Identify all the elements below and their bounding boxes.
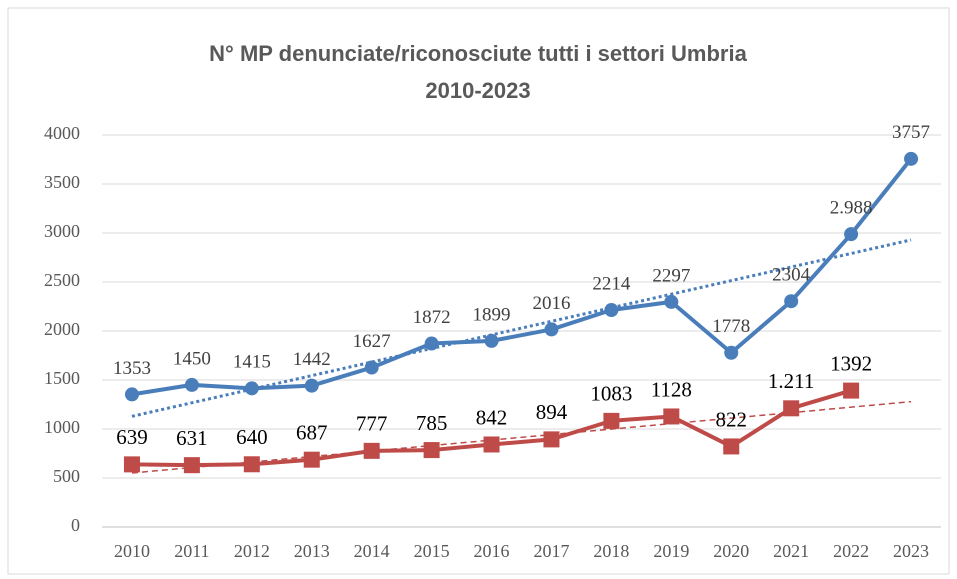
marker xyxy=(783,400,800,417)
data-label: 2.988 xyxy=(830,198,873,219)
marker xyxy=(423,442,440,459)
x-tick-label: 2013 xyxy=(294,541,330,561)
marker xyxy=(664,294,679,309)
marker xyxy=(483,436,500,453)
x-tick-label: 2023 xyxy=(893,541,929,561)
marker xyxy=(303,451,320,468)
data-label: 1899 xyxy=(473,304,511,325)
marker xyxy=(543,431,560,448)
marker xyxy=(844,227,859,242)
y-tick-label: 3000 xyxy=(44,221,80,241)
chart-title: N° MP denunciate/riconosciute tutti i se… xyxy=(209,41,747,66)
x-tick-label: 2011 xyxy=(174,541,209,561)
marker xyxy=(364,360,379,375)
chart-title: 2010-2023 xyxy=(425,78,530,103)
y-tick-label: 0 xyxy=(71,515,80,535)
marker xyxy=(604,303,619,318)
y-tick-label: 1000 xyxy=(44,417,80,437)
marker xyxy=(843,382,860,399)
x-tick-label: 2017 xyxy=(533,541,569,561)
marker xyxy=(724,345,739,360)
data-label: 1415 xyxy=(233,352,271,373)
data-label: 1450 xyxy=(173,348,211,369)
data-label: 822 xyxy=(716,407,748,431)
marker xyxy=(184,377,199,392)
x-tick-label: 2020 xyxy=(713,541,749,561)
data-label: 894 xyxy=(536,400,568,424)
data-label: 1128 xyxy=(651,377,692,401)
data-label: 1.211 xyxy=(768,369,814,393)
marker xyxy=(904,151,919,166)
x-tick-label: 2022 xyxy=(833,541,869,561)
data-label: 1778 xyxy=(712,316,750,337)
data-label: 631 xyxy=(176,426,208,450)
data-label: 842 xyxy=(476,405,508,429)
x-tick-label: 2010 xyxy=(114,541,150,561)
data-label: 2297 xyxy=(652,265,690,286)
marker xyxy=(244,381,259,396)
marker xyxy=(484,333,499,348)
y-tick-label: 4000 xyxy=(44,123,80,143)
marker xyxy=(243,456,260,473)
data-label: 1083 xyxy=(590,382,632,406)
marker xyxy=(723,438,740,455)
x-tick-label: 2021 xyxy=(773,541,809,561)
data-label: 2214 xyxy=(592,273,631,294)
x-tick-label: 2014 xyxy=(354,541,390,561)
data-label: 1442 xyxy=(293,349,331,370)
data-label: 639 xyxy=(116,425,148,449)
marker xyxy=(363,442,380,459)
y-tick-label: 3500 xyxy=(44,172,80,192)
y-tick-label: 500 xyxy=(53,466,80,486)
data-label: 3757 xyxy=(892,122,930,143)
x-tick-label: 2018 xyxy=(593,541,629,561)
marker xyxy=(424,336,439,351)
x-tick-label: 2016 xyxy=(474,541,510,561)
data-label: 777 xyxy=(356,412,388,436)
x-tick-label: 2012 xyxy=(234,541,270,561)
x-tick-label: 2015 xyxy=(414,541,450,561)
data-label: 1627 xyxy=(353,331,391,352)
chart-border xyxy=(7,7,950,575)
data-label: 1872 xyxy=(413,307,451,328)
data-label: 785 xyxy=(416,411,448,435)
marker xyxy=(123,456,140,473)
data-label: 687 xyxy=(296,420,328,444)
marker xyxy=(304,378,319,393)
marker xyxy=(784,294,799,309)
x-tick-label: 2019 xyxy=(653,541,689,561)
data-label: 640 xyxy=(236,425,268,449)
data-label: 1353 xyxy=(113,358,151,379)
marker xyxy=(544,322,559,337)
series-line xyxy=(131,157,913,397)
marker xyxy=(124,387,139,402)
data-label: 2304 xyxy=(772,265,811,286)
y-tick-label: 2500 xyxy=(44,270,80,290)
marker xyxy=(603,412,620,429)
y-tick-label: 2000 xyxy=(44,319,80,339)
y-tick-label: 1500 xyxy=(44,368,80,388)
data-label: 1392 xyxy=(830,351,872,375)
data-label: 2016 xyxy=(532,293,570,314)
marker xyxy=(663,408,680,425)
marker xyxy=(183,457,200,474)
